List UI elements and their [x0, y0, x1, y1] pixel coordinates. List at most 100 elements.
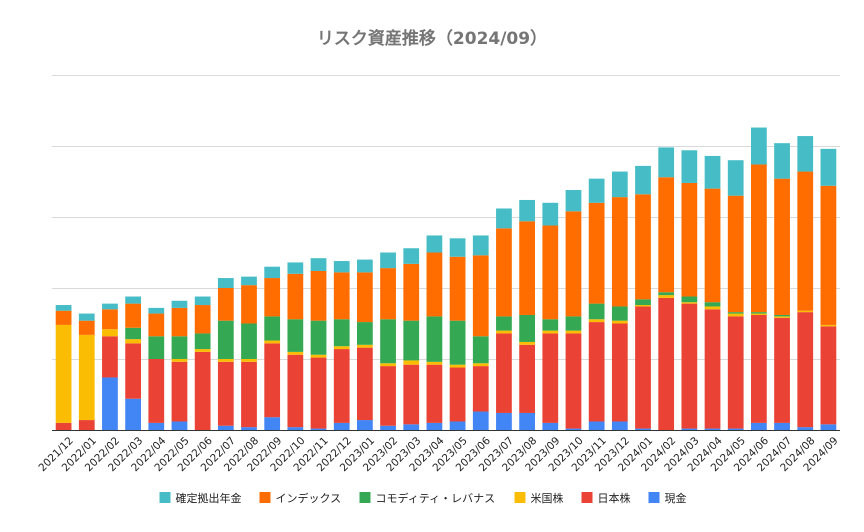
bar-segment [496, 316, 512, 331]
legend-label: 確定拠出年金 [176, 491, 242, 505]
bar-segment [797, 427, 814, 430]
bar-segment [472, 235, 489, 256]
bar-segment [241, 359, 257, 362]
bar-segment [751, 312, 767, 314]
bar-segment [774, 178, 790, 315]
bar-segment [751, 164, 767, 313]
bar-segment [426, 252, 443, 317]
bar-segment [102, 336, 118, 378]
bar-segment [357, 347, 373, 421]
bar-segment [194, 351, 211, 430]
bar-segment [171, 307, 188, 337]
bar-segment [704, 302, 721, 307]
bar-segment [472, 336, 489, 364]
bar-segment [55, 305, 72, 311]
bar-segment [310, 270, 327, 321]
bar-segment [797, 310, 814, 313]
bar-stack [658, 147, 675, 430]
bar-segment [774, 316, 790, 318]
bar-segment [125, 303, 141, 328]
bar-stack [78, 313, 95, 430]
bar-segment [611, 421, 628, 430]
bar-segment [287, 319, 304, 352]
bar-segment [704, 155, 721, 189]
bar-segment [658, 295, 675, 298]
bar-segment [380, 268, 396, 320]
bar-segment [727, 312, 744, 314]
bar-segment [357, 272, 373, 323]
bar-segment [519, 199, 535, 222]
bar-stack [820, 148, 837, 430]
bar-stack [542, 202, 559, 430]
legend-item: コモディティ・レバナス [359, 491, 496, 505]
bar-segment [449, 364, 466, 368]
bar-segment [194, 333, 211, 350]
bar-segment [449, 256, 466, 321]
bar-segment [704, 428, 721, 430]
bar-segment [403, 360, 420, 365]
bar-segment [333, 261, 350, 273]
bar-stack [55, 305, 72, 430]
bar-segment [217, 288, 234, 321]
bar-segment [310, 320, 327, 355]
bar-segment [148, 422, 165, 430]
bar-segment [125, 327, 141, 340]
bar-segment [449, 421, 466, 430]
legend-label: 米国株 [531, 491, 564, 505]
bar-segment [542, 330, 559, 334]
bar-segment [426, 235, 443, 253]
bar-segment [542, 422, 559, 430]
bar-segment [704, 188, 721, 303]
bar-segment [171, 336, 188, 359]
bar-segment [681, 302, 698, 304]
bar-stack [751, 127, 767, 430]
bar-stack [333, 261, 350, 430]
bar-segment [403, 364, 420, 425]
bar-segment [565, 190, 582, 212]
bar-stack [287, 262, 304, 430]
bar-segment [519, 412, 535, 430]
bar-segment [472, 255, 489, 337]
bar-segment [658, 177, 675, 293]
legend-swatch [648, 492, 660, 503]
bar-segment [125, 296, 141, 304]
bar-segment [635, 165, 651, 195]
bar-segment [194, 349, 211, 352]
bar-segment [357, 322, 373, 345]
bar-stack [704, 155, 721, 430]
legend-swatch [159, 492, 171, 503]
bar-segment [333, 272, 350, 320]
bar-segment [287, 354, 304, 428]
bar-segment [519, 344, 535, 413]
legend-label: コモディティ・レバナス [376, 491, 496, 505]
bar-stack [102, 303, 118, 430]
bar-segment [635, 306, 651, 429]
bar-segment [681, 150, 698, 183]
bar-segment [78, 334, 95, 421]
bar-segment [681, 296, 698, 303]
bar-segment [264, 340, 281, 344]
bar-segment [148, 336, 165, 359]
bar-segment [171, 300, 188, 308]
bar-segment [426, 422, 443, 430]
bar-segment [78, 320, 95, 335]
bar-stack [635, 165, 651, 430]
bar-segment [751, 313, 767, 315]
bar-segment [820, 148, 837, 186]
bar-segment [217, 425, 234, 430]
bar-segment [727, 195, 744, 313]
bar-segment [774, 422, 790, 430]
bar-segment [797, 136, 814, 172]
bar-stack [449, 238, 466, 430]
bar-segment [217, 361, 234, 426]
bar-stack [727, 160, 744, 430]
legend-swatch [259, 492, 271, 503]
bar-segment [727, 160, 744, 196]
bar-segment [611, 320, 628, 324]
bar-segment [264, 266, 281, 279]
bar-segment [333, 319, 350, 347]
bar-stack [403, 248, 420, 430]
bar-segment [287, 351, 304, 355]
legend-label: 日本株 [598, 491, 631, 505]
